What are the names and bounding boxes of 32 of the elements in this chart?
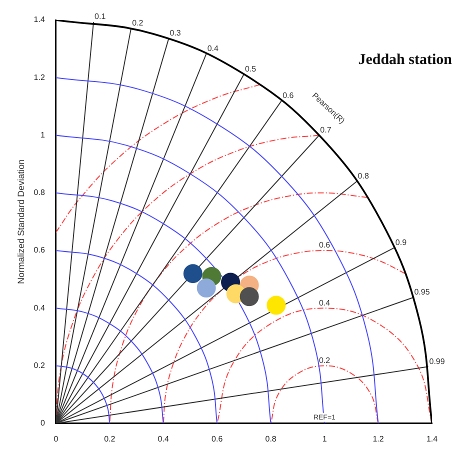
annotation: 0.7 bbox=[320, 125, 332, 134]
annotation: 0.6 bbox=[282, 90, 294, 100]
x-tick-label: 1 bbox=[322, 434, 328, 444]
annotation: 0.2 bbox=[318, 356, 331, 365]
y-tick-label: 0 bbox=[40, 418, 46, 428]
y-tick-label: 1.2 bbox=[34, 72, 46, 82]
annotation: 0.1 bbox=[94, 12, 106, 22]
annotation: 0.3 bbox=[170, 28, 182, 38]
annotation: 0.8 bbox=[358, 172, 370, 181]
y-tick-label: 1.4 bbox=[34, 15, 46, 24]
y-axis-title: Normalized Standard Deviation bbox=[16, 159, 26, 284]
x-tick-label: 0.8 bbox=[265, 434, 277, 444]
x-tick-label: 1.4 bbox=[426, 434, 438, 444]
x-tick-label: 1.2 bbox=[372, 434, 384, 444]
text: Jeddah station bbox=[358, 52, 453, 68]
y-tick-label: 0.4 bbox=[34, 303, 46, 312]
annotation: 0.4 bbox=[318, 298, 331, 308]
annotation: 0.99 bbox=[429, 356, 446, 366]
annotation: 0.6 bbox=[318, 240, 331, 250]
annotation: 0.2 bbox=[132, 18, 144, 28]
y-tick-label: 1 bbox=[40, 130, 46, 140]
annotation: 0.95 bbox=[414, 288, 430, 297]
x-tick-label: 0.6 bbox=[212, 434, 224, 444]
x-tick-label: 0.4 bbox=[158, 434, 170, 444]
annotation: 0.4 bbox=[207, 44, 220, 53]
y-tick-label: 0.2 bbox=[34, 360, 46, 370]
annotation: 0.9 bbox=[395, 238, 408, 247]
x-tick-label: 0.2 bbox=[104, 434, 116, 444]
annotation: 0.5 bbox=[244, 64, 257, 74]
y-tick-label: 0.8 bbox=[34, 188, 46, 198]
y-tick-label: 0.6 bbox=[34, 246, 46, 255]
x-tick-label: 0 bbox=[54, 434, 59, 444]
